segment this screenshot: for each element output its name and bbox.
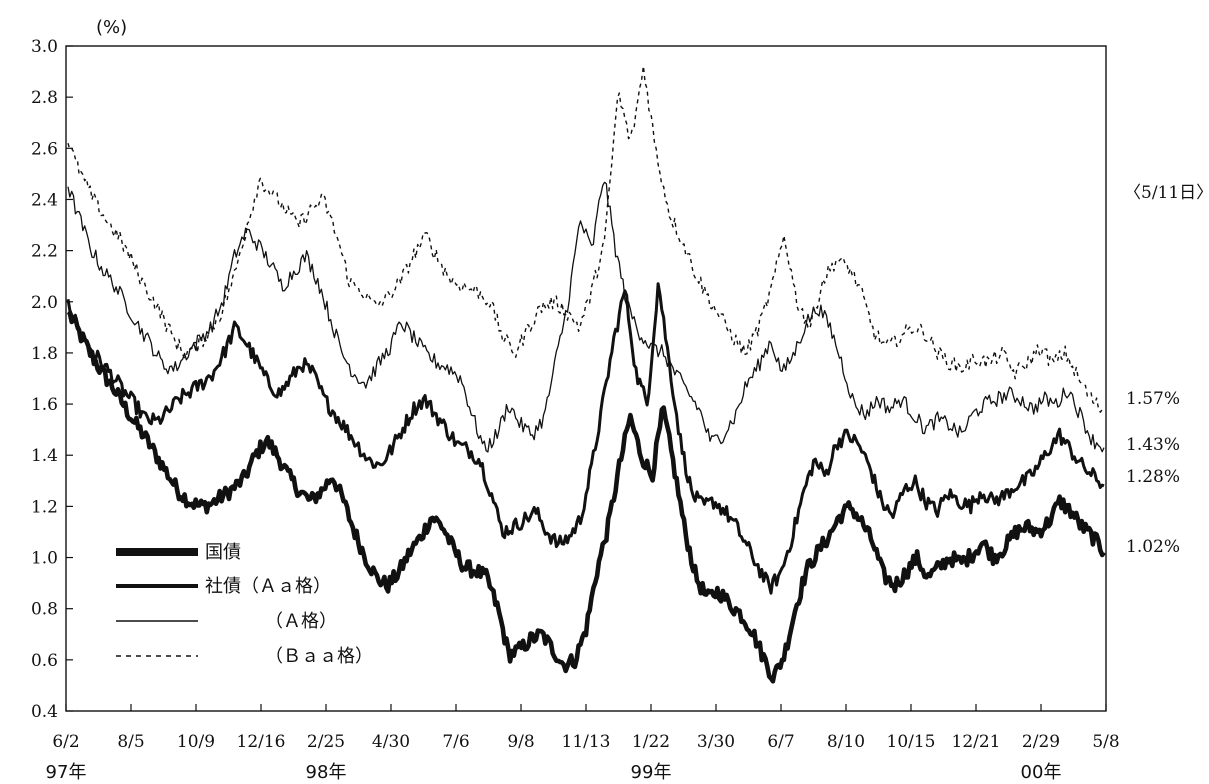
x-tick-label: 8/10	[827, 732, 865, 752]
x-tick-label: 8/5	[117, 732, 144, 752]
x-tick-label: 10/15	[887, 732, 936, 752]
x-tick-label: 9/8	[507, 732, 534, 752]
x-tick-label: 10/9	[177, 732, 215, 752]
year-label: 00年	[1021, 762, 1062, 783]
x-tick-label: 1/22	[632, 732, 670, 752]
y-tick-label: 2.8	[31, 88, 58, 108]
end-date-label: 〈5/11日〉	[1124, 183, 1209, 203]
unit-label: (%)	[96, 17, 127, 38]
y-tick-label: 1.4	[31, 446, 58, 466]
end-value-label: 1.43%	[1126, 435, 1180, 455]
y-tick-label: 2.6	[31, 139, 58, 159]
x-tick-label: 7/6	[442, 732, 469, 752]
x-tick-label: 6/2	[52, 732, 79, 752]
plot-frame	[65, 45, 1107, 712]
year-label: 99年	[631, 762, 672, 783]
x-tick-label: 11/13	[562, 732, 611, 752]
y-tick-label: 1.6	[31, 395, 58, 415]
x-axis: 6/2 8/5 10/9 12/16 2/25 4/30 7/6 9/8 11/13 1/22 3/…	[46, 704, 1120, 783]
y-tick-label: 2.0	[31, 293, 58, 313]
y-tick-label: 1.8	[31, 344, 58, 364]
legend-label: 国債	[205, 542, 241, 563]
series-line-1	[66, 282, 1105, 595]
x-tick-label: 6/7	[767, 732, 794, 752]
y-tick-label: 3.0	[31, 37, 58, 57]
y-tick-label: 2.4	[31, 190, 58, 210]
y-tick-label: 0.6	[31, 651, 58, 671]
x-tick-label: 2/25	[307, 732, 345, 752]
series-line-3	[67, 65, 1105, 413]
year-label: 98年	[306, 762, 347, 783]
y-tick-label: 2.2	[31, 242, 58, 262]
series-layer	[66, 65, 1106, 684]
y-tick-label: 1.2	[31, 497, 58, 517]
end-value-label: 1.28%	[1126, 467, 1180, 487]
legend-label: （Ｂａａ格）	[265, 646, 373, 667]
end-value-label: 1.57%	[1126, 389, 1180, 409]
year-label: 97年	[46, 762, 87, 783]
x-tick-label: 12/21	[952, 732, 1001, 752]
y-tick-label: 1.0	[31, 549, 58, 569]
y-tick-label: 0.4	[31, 702, 58, 722]
y-tick-label: 0.8	[31, 600, 58, 620]
x-tick-label: 4/30	[372, 732, 410, 752]
x-tick-label: 2/29	[1022, 732, 1060, 752]
y-axis: 0.4 0.6 0.8 1.0 1.2 1.4 1.6 1.8 2.0 2.2 2.4 2.6 2.8 3…	[31, 37, 73, 722]
x-tick-label: 5/8	[1092, 732, 1119, 752]
x-tick-label: 12/16	[237, 732, 286, 752]
legend-label: （Ａ格）	[265, 611, 337, 632]
end-labels: 1.02% 1.28% 1.43% 1.57%	[1126, 389, 1180, 557]
series-line-0	[66, 310, 1106, 684]
series-line-2	[67, 181, 1105, 453]
end-value-label: 1.02%	[1126, 537, 1180, 557]
legend-label: 社債（Ａａ格）	[205, 576, 331, 597]
x-tick-label: 3/30	[697, 732, 735, 752]
